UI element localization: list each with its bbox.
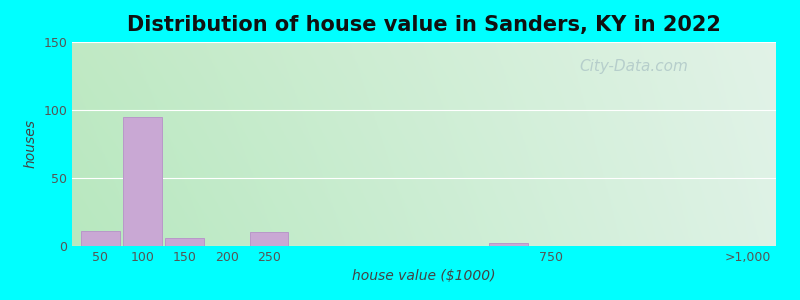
Y-axis label: houses: houses xyxy=(24,119,38,169)
Bar xyxy=(166,238,204,246)
Text: City-Data.com: City-Data.com xyxy=(579,59,688,74)
Bar xyxy=(489,243,528,246)
X-axis label: house value ($1000): house value ($1000) xyxy=(352,269,496,284)
Bar xyxy=(81,231,119,246)
Bar xyxy=(123,117,162,246)
Title: Distribution of house value in Sanders, KY in 2022: Distribution of house value in Sanders, … xyxy=(127,15,721,35)
Bar xyxy=(250,232,289,246)
